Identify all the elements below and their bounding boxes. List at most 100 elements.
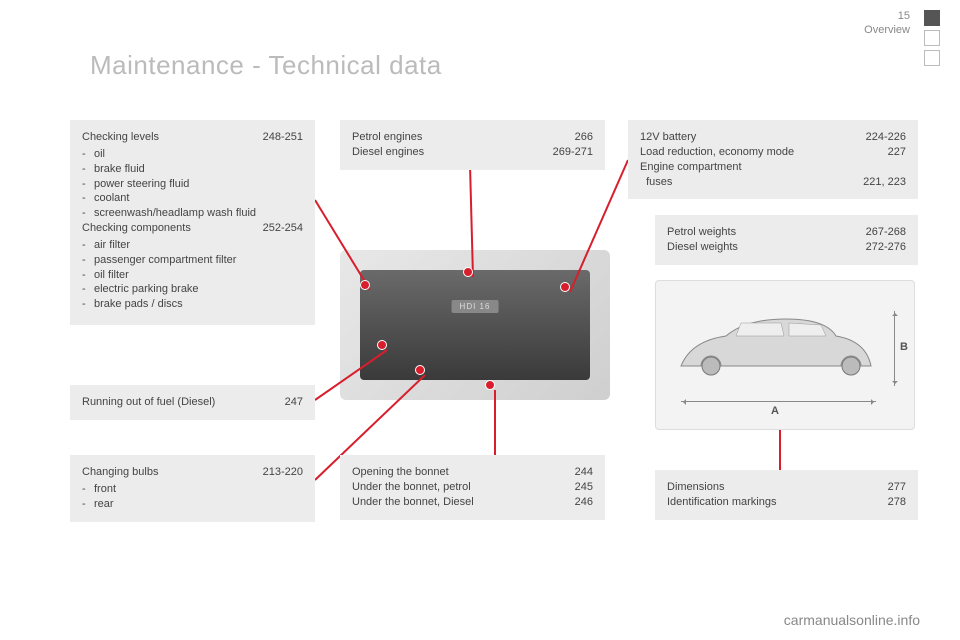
info-page: 248-251: [263, 130, 303, 145]
info-label: Checking levels: [82, 130, 159, 145]
info-page: 252-254: [263, 221, 303, 236]
list-item: -oil filter: [82, 268, 303, 283]
dash: -: [82, 482, 88, 497]
list-text: electric parking brake: [94, 282, 199, 297]
engine-badge: HDI 16: [452, 300, 499, 313]
list-text: oil: [94, 147, 105, 162]
info-row: Engine compartment: [640, 160, 906, 175]
info-label: Running out of fuel (Diesel): [82, 395, 215, 410]
info-box-weights: Petrol weights 267-268Diesel weights272-2…: [655, 215, 918, 265]
watermark: carmanualsonline.info: [784, 612, 920, 628]
engine-block: HDI 16: [360, 270, 590, 380]
list-item: -front: [82, 482, 303, 497]
info-page: 247: [285, 395, 303, 410]
list-text: passenger compartment filter: [94, 253, 236, 268]
info-row: Load reduction, economy mode227: [640, 145, 906, 160]
info-box-checking: Checking levels248-251-oil-brake fluid-p…: [70, 120, 315, 325]
info-page: 277: [888, 480, 906, 495]
info-row: Changing bulbs 213-220: [82, 465, 303, 480]
info-row: Running out of fuel (Diesel) 247: [82, 395, 303, 410]
info-label: fuses: [640, 175, 672, 190]
info-list: -oil-brake fluid-power steering fluid-co…: [82, 147, 303, 221]
info-row: Diesel weights272-276: [667, 240, 906, 255]
info-label: Changing bulbs: [82, 465, 158, 480]
info-box-dimensions: Dimensions277Identification markings278: [655, 470, 918, 520]
dim-label-a: A: [771, 405, 779, 417]
info-page: 213-220: [263, 465, 303, 480]
callout-dot: [415, 365, 425, 375]
list-item: -brake pads / discs: [82, 297, 303, 312]
info-row: 12V battery 224-226: [640, 130, 906, 145]
info-page: 224-226: [866, 130, 906, 145]
list-item: -rear: [82, 497, 303, 512]
info-box-bulbs: Changing bulbs 213-220 -front-rear: [70, 455, 315, 522]
info-row: Petrol weights 267-268: [667, 225, 906, 240]
page-number: 15: [898, 10, 910, 22]
info-row: Checking levels 248-251: [82, 130, 303, 145]
info-label: 12V battery: [640, 130, 696, 145]
dash: -: [82, 497, 88, 512]
section-label: Overview: [864, 24, 910, 36]
info-page: 245: [575, 480, 593, 495]
list-text: rear: [94, 497, 114, 512]
tab: [924, 30, 940, 46]
info-list: -front-rear: [82, 482, 303, 512]
callout-dot: [485, 380, 495, 390]
list-item: -coolant: [82, 191, 303, 206]
dash: -: [82, 147, 88, 162]
info-label: Petrol weights: [667, 225, 736, 240]
list-item: -screenwash/headlamp wash fluid: [82, 206, 303, 221]
info-row: Diesel engines269-271: [352, 145, 593, 160]
dim-arrow-b: [894, 311, 895, 386]
info-label: Checking components: [82, 221, 191, 236]
tab: [924, 50, 940, 66]
info-row: Under the bonnet, petrol 245: [352, 480, 593, 495]
list-text: air filter: [94, 238, 130, 253]
info-row: fuses 221, 223: [640, 175, 906, 190]
callout-dot: [377, 340, 387, 350]
info-box-fuel: Running out of fuel (Diesel) 247: [70, 385, 315, 420]
car-dimensions-image: A B: [655, 280, 915, 430]
page-title: Maintenance - Technical data: [90, 50, 442, 81]
dash: -: [82, 162, 88, 177]
info-page: 267-268: [866, 225, 906, 240]
list-text: screenwash/headlamp wash fluid: [94, 206, 256, 221]
info-page: 221, 223: [863, 175, 906, 190]
info-list: -air filter-passenger compartment filter…: [82, 238, 303, 312]
info-label: Under the bonnet, petrol: [352, 480, 471, 495]
list-text: front: [94, 482, 116, 497]
list-item: -power steering fluid: [82, 177, 303, 192]
dash: -: [82, 282, 88, 297]
info-page: 244: [575, 465, 593, 480]
info-label: Petrol engines: [352, 130, 422, 145]
list-text: brake pads / discs: [94, 297, 183, 312]
dash: -: [82, 238, 88, 253]
list-item: -air filter: [82, 238, 303, 253]
info-row: Dimensions 277: [667, 480, 906, 495]
list-item: -passenger compartment filter: [82, 253, 303, 268]
engine-image: HDI 16: [340, 250, 610, 400]
info-page: 269-271: [553, 145, 593, 160]
info-row: Opening the bonnet 244: [352, 465, 593, 480]
dash: -: [82, 268, 88, 283]
info-label: Dimensions: [667, 480, 724, 495]
list-item: -electric parking brake: [82, 282, 303, 297]
dim-label-b: B: [900, 341, 908, 353]
list-text: coolant: [94, 191, 129, 206]
info-label: Diesel weights: [667, 240, 738, 255]
callout-dot: [560, 282, 570, 292]
info-label: Identification markings: [667, 495, 776, 510]
info-label: Under the bonnet, Diesel: [352, 495, 474, 510]
dash: -: [82, 206, 88, 221]
info-page: 266: [575, 130, 593, 145]
side-tabs: [924, 10, 940, 66]
dim-arrow-a: [681, 401, 876, 402]
dash: -: [82, 191, 88, 206]
dash: -: [82, 297, 88, 312]
info-box-engines: Petrol engines 266Diesel engines269-271: [340, 120, 605, 170]
list-text: brake fluid: [94, 162, 145, 177]
info-label: Opening the bonnet: [352, 465, 449, 480]
info-label: Load reduction, economy mode: [640, 145, 794, 160]
info-box-battery: 12V battery224-226Load reduction, econom…: [628, 120, 918, 199]
car-silhouette: [676, 311, 876, 381]
